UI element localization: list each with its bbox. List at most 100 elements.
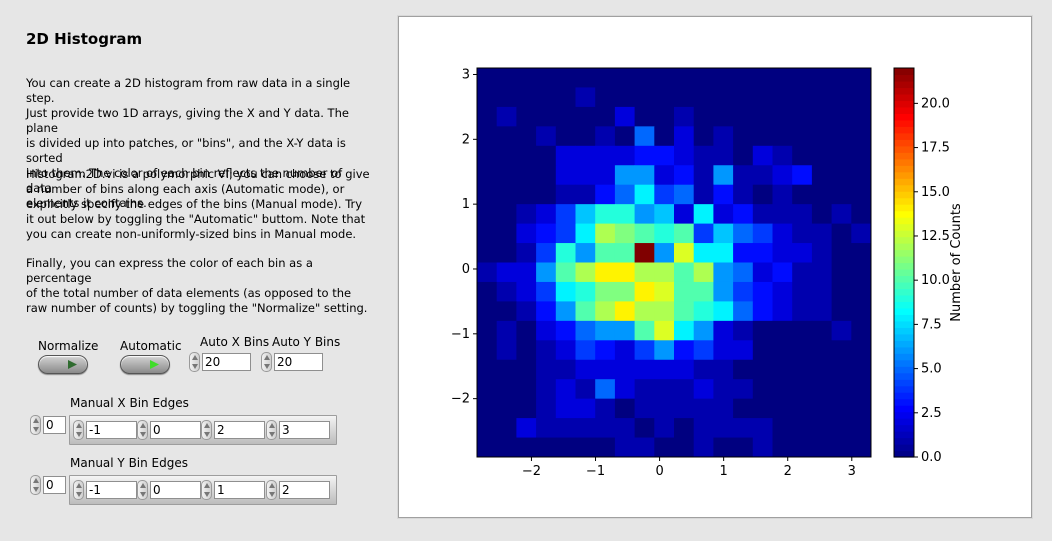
manual-y-edge-2-spinner-icon[interactable] (201, 480, 212, 500)
colorbar-segment (894, 359, 914, 367)
manual-x-edge-2-spinner-icon[interactable] (201, 420, 212, 440)
manual-y-edge-2[interactable]: 1 (201, 480, 265, 500)
histogram-bin (536, 204, 557, 225)
description-paragraph-2: Histogram2D.vi is a polymorphic VI; you … (26, 167, 371, 242)
auto-x-bins-spinner-icon[interactable] (189, 352, 200, 372)
histogram-bin (516, 340, 537, 361)
colorbar-segment (894, 444, 914, 452)
manual-x-edge-1[interactable]: 0 (137, 420, 201, 440)
histogram-bin (713, 106, 734, 127)
histogram-bin (811, 379, 833, 400)
manual-x-edge-0-input[interactable]: -1 (86, 421, 137, 439)
histogram-bin (792, 320, 813, 341)
auto-x-bins-input[interactable]: 20 (202, 353, 251, 371)
manual-x-edge-1-input[interactable]: 0 (150, 421, 201, 439)
x-tick-label: −1 (586, 464, 605, 479)
histogram-bin (477, 126, 498, 147)
auto-y-bins-input[interactable]: 20 (274, 353, 323, 371)
histogram-bin (792, 204, 813, 225)
histogram-bin (772, 87, 793, 108)
auto-y-bins-spinner-icon[interactable] (261, 352, 272, 372)
manual-x-index-control[interactable]: 0 (30, 415, 66, 435)
histogram-bin (752, 301, 773, 322)
histogram-bin (811, 281, 833, 302)
histogram-bin (752, 204, 773, 225)
manual-y-edge-2-input[interactable]: 1 (214, 481, 265, 499)
histogram-bin (477, 340, 498, 361)
manual-y-edge-0-input[interactable]: -1 (86, 481, 137, 499)
histogram-bin (693, 243, 714, 263)
auto-y-bins-control[interactable]: 20 (261, 352, 323, 372)
histogram-bin (575, 165, 596, 186)
manual-x-edge-0-spinner-icon[interactable] (73, 420, 84, 440)
page-title: 2D Histogram (26, 30, 143, 48)
auto-x-bins-control[interactable]: 20 (189, 352, 251, 372)
histogram-bin (555, 204, 576, 225)
manual-y-edge-3[interactable]: 2 (266, 480, 330, 500)
colorbar-segment (894, 210, 914, 218)
histogram-bin (831, 437, 852, 458)
histogram-bin (674, 398, 695, 419)
colorbar-segment (894, 294, 914, 302)
histogram-bin (693, 184, 714, 205)
colorbar-segment (894, 132, 914, 140)
colorbar-segment (894, 275, 914, 283)
manual-y-edge-1[interactable]: 0 (137, 480, 201, 500)
histogram-bin (792, 145, 813, 166)
manual-y-edge-1-spinner-icon[interactable] (137, 480, 148, 500)
histogram-bin (752, 320, 773, 341)
histogram-bin (792, 68, 813, 88)
manual-x-edge-3-input[interactable]: 3 (279, 421, 330, 439)
manual-x-edge-2[interactable]: 2 (201, 420, 265, 440)
histogram-bin (496, 68, 517, 88)
histogram-bin (496, 359, 517, 380)
y-tick-label: 2 (462, 132, 470, 147)
automatic-led-icon (150, 360, 159, 369)
histogram-bin (713, 68, 734, 88)
manual-y-edge-1-input[interactable]: 0 (150, 481, 201, 499)
histogram-bin (674, 165, 695, 186)
histogram-bin (792, 418, 813, 439)
histogram-bin (772, 281, 793, 302)
histogram-bin (516, 320, 537, 341)
histogram-bin (772, 340, 793, 361)
normalize-toggle[interactable] (38, 355, 88, 374)
histogram-bin (792, 359, 813, 380)
histogram-bin (477, 359, 498, 380)
histogram-bin (831, 281, 852, 302)
manual-y-edge-3-spinner-icon[interactable] (266, 480, 277, 500)
manual-y-edge-0-spinner-icon[interactable] (73, 480, 84, 500)
histogram-bin (811, 204, 833, 225)
manual-x-edge-1-spinner-icon[interactable] (137, 420, 148, 440)
histogram-bin (733, 340, 754, 361)
automatic-toggle[interactable] (120, 355, 170, 374)
manual-x-edge-3-spinner-icon[interactable] (266, 420, 277, 440)
colorbar-segment (894, 340, 914, 348)
histogram-bin (811, 243, 833, 263)
x-tick-label: 0 (655, 464, 663, 479)
histogram-bin (634, 262, 655, 283)
histogram-bin (811, 145, 833, 166)
manual-x-edge-0[interactable]: -1 (73, 420, 137, 440)
histogram-bin (654, 418, 675, 439)
manual-y-edge-3-input[interactable]: 2 (279, 481, 330, 499)
colorbar-segment (894, 106, 914, 114)
histogram-bin (477, 223, 498, 244)
manual-y-edge-0[interactable]: -1 (73, 480, 137, 500)
colorbar-segment (894, 243, 914, 251)
manual-x-index-input[interactable]: 0 (43, 416, 66, 434)
manual-y-index-control[interactable]: 0 (30, 475, 66, 495)
description-paragraph-1: You can create a 2D histogram from raw d… (26, 76, 371, 211)
manual-x-edge-2-input[interactable]: 2 (214, 421, 265, 439)
histogram-bin (654, 340, 675, 361)
histogram-bin (693, 145, 714, 166)
manual-x-index-spinner-icon[interactable] (30, 415, 41, 435)
histogram-bin (713, 437, 734, 458)
histogram-bin (693, 340, 714, 361)
manual-y-index-spinner-icon[interactable] (30, 475, 41, 495)
histogram-bin (496, 126, 517, 147)
histogram-bin (575, 243, 596, 263)
histogram-bin (811, 165, 833, 186)
manual-y-index-input[interactable]: 0 (43, 476, 66, 494)
manual-x-edge-3[interactable]: 3 (266, 420, 330, 440)
